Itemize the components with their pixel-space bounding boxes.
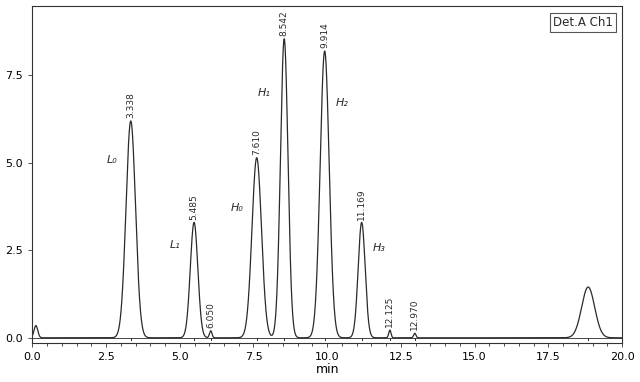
Text: 7.610: 7.610 bbox=[252, 129, 261, 155]
Text: H₂: H₂ bbox=[336, 98, 349, 108]
Text: H₃: H₃ bbox=[373, 243, 386, 253]
Text: H₀: H₀ bbox=[230, 203, 243, 213]
Text: 9.914: 9.914 bbox=[320, 23, 329, 48]
Text: 6.050: 6.050 bbox=[206, 302, 215, 328]
Text: 5.485: 5.485 bbox=[189, 194, 198, 220]
Text: L₁: L₁ bbox=[170, 240, 180, 251]
X-axis label: min: min bbox=[316, 363, 339, 376]
Text: Det.A Ch1: Det.A Ch1 bbox=[554, 16, 613, 29]
Text: 3.338: 3.338 bbox=[126, 92, 135, 118]
Text: H₁: H₁ bbox=[258, 87, 271, 97]
Text: L₀: L₀ bbox=[107, 155, 118, 165]
Text: 8.542: 8.542 bbox=[280, 10, 289, 36]
Text: 12.970: 12.970 bbox=[410, 299, 419, 330]
Text: 11.169: 11.169 bbox=[357, 188, 366, 220]
Text: 12.125: 12.125 bbox=[385, 296, 394, 327]
